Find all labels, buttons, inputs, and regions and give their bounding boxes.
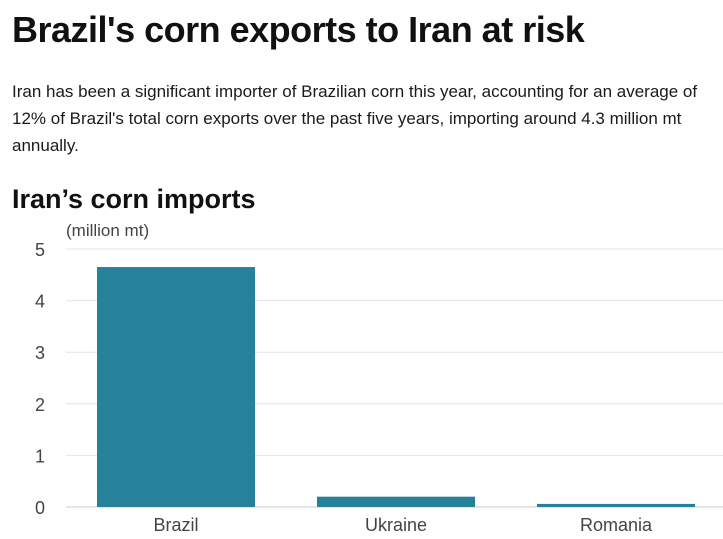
bar-romania (537, 503, 695, 507)
x-axis: Brazil Ukraine Romania (153, 515, 653, 535)
y-tick-label: 0 (35, 498, 45, 518)
x-tick-label-ukraine: Ukraine (365, 515, 427, 535)
bar-ukraine (317, 496, 475, 507)
y-axis: 0 1 2 3 4 5 (35, 240, 45, 518)
y-tick-label: 5 (35, 240, 45, 260)
bar-brazil (97, 267, 255, 507)
y-tick-label: 2 (35, 395, 45, 415)
headline: Brazil's corn exports to Iran at risk (12, 9, 585, 50)
intro-text: Iran has been a significant importer of … (12, 82, 698, 155)
x-tick-label-romania: Romania (580, 515, 653, 535)
unit-label: (million mt) (66, 221, 150, 240)
x-tick-label-brazil: Brazil (153, 515, 198, 535)
chart-title: Iran’s corn imports (12, 184, 256, 214)
y-tick-label: 4 (35, 292, 45, 312)
y-tick-label: 3 (35, 343, 45, 363)
y-tick-label: 1 (35, 446, 45, 466)
bars (97, 267, 695, 507)
